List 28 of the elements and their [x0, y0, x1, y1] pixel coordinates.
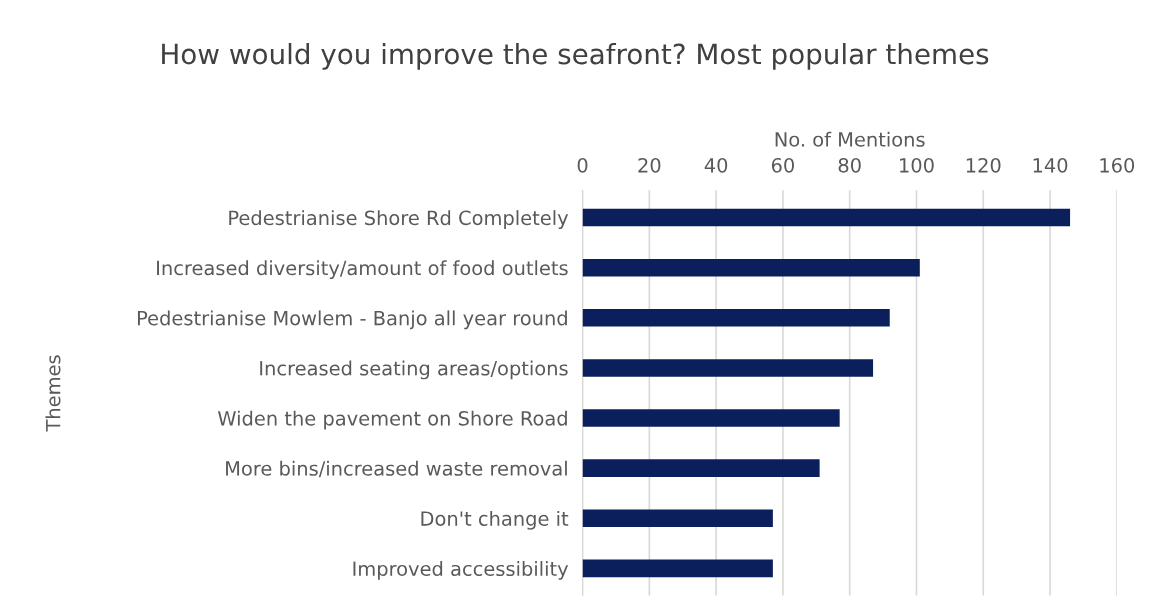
x-tick-label: 160	[1100, 157, 1135, 173]
bar	[582, 309, 890, 327]
bar	[582, 208, 1071, 227]
bar	[582, 409, 840, 427]
y-tick-label: Pedestrianise Shore Rd Completely	[229, 210, 569, 229]
bar	[582, 559, 773, 578]
x-tick-label: 100	[900, 157, 934, 173]
x-tick-label: 20	[638, 157, 661, 173]
bar	[582, 459, 820, 477]
x-tick-label: 120	[966, 157, 1001, 173]
x-axis-title: No. of Mentions	[775, 131, 925, 147]
y-axis-title: Themes	[45, 355, 61, 432]
x-tick-label: 140	[1033, 157, 1068, 173]
y-tick-label: Don't change it	[421, 510, 569, 530]
y-tick-label: Widen the pavement on Shore Road	[217, 410, 567, 430]
y-tick-label: Improved accessibility	[353, 561, 569, 580]
bar	[582, 509, 773, 528]
x-tick-label: 0	[577, 157, 588, 173]
y-tick-label: Increased seating areas/options	[260, 360, 568, 380]
chart-title: How would you improve the seafront? Most popular themes	[162, 42, 989, 70]
x-tick-label: 60	[771, 157, 794, 173]
x-tick-label: 40	[704, 157, 728, 173]
y-tick-label: Increased diversity/amount of food outlets	[157, 260, 568, 280]
bar	[582, 359, 874, 377]
x-tick-label: 80	[838, 157, 861, 173]
y-tick-label: Pedestrianise Mowlem - Banjo all year round	[137, 310, 567, 330]
y-tick-label: More bins/increased waste removal	[226, 460, 567, 478]
bar	[582, 258, 920, 277]
